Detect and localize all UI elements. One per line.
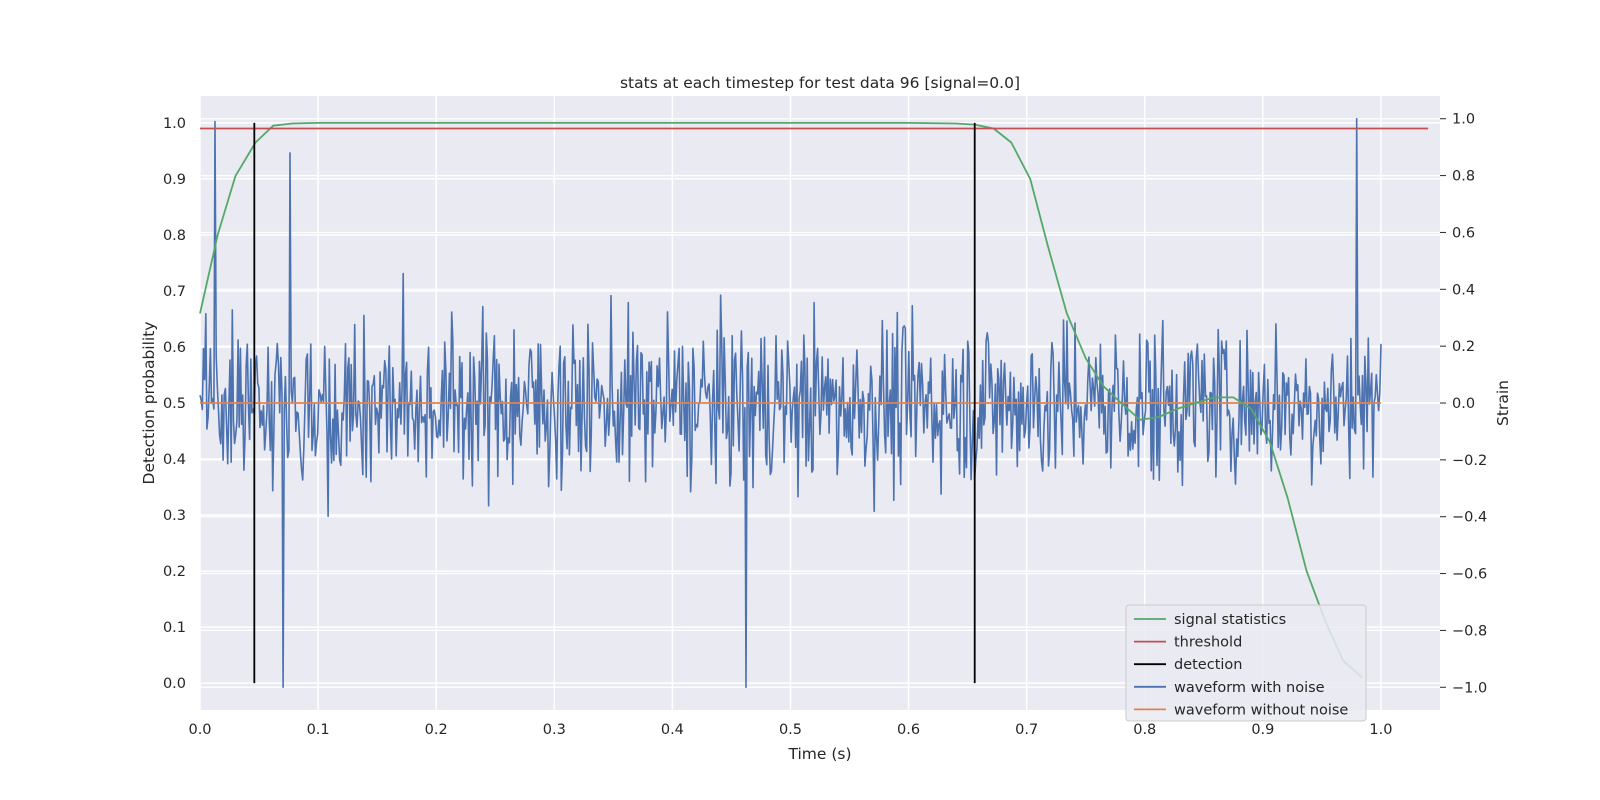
y-right-tick-label: 0.4 [1452,282,1475,298]
waveform-with-noise-line [199,117,1382,689]
y-tick-label: 0.2 [163,564,186,580]
y-axis-label-right: Strain [1494,380,1512,426]
y-tick-label: 0.4 [163,452,186,468]
y-right-tick-label: −0.2 [1452,453,1487,469]
y-right-tick-label: −0.8 [1452,623,1487,639]
x-axis-label: Time (s) [787,745,851,763]
x-tick-label: 0.7 [1015,722,1038,738]
y-tick-label: 0.0 [163,676,186,692]
x-tick-label: 0.2 [425,722,448,738]
y-tick-label: 0.8 [163,228,186,244]
y-right-tick-label: 0.8 [1452,169,1475,185]
legend-label: waveform without noise [1174,702,1348,718]
x-tick-label: 0.8 [1133,722,1156,738]
x-tick-label: 0.5 [779,722,802,738]
y-right-tick-label: 0.2 [1452,339,1475,355]
tick-labels: 0.0 0.1 0.2 0.3 0.4 0.5 0.6 0.7 0.8 0.9 1.0 0.0 0.1 0… [163,112,1487,738]
y-tick-label: 0.7 [163,284,186,300]
y-tick-label: 1.0 [163,116,186,132]
legend-label: threshold [1174,635,1242,651]
x-tick-label: 0.6 [897,722,920,738]
legend-label: signal statistics [1174,612,1286,628]
y-axis-label: Detection probability [140,322,158,485]
y-right-tick-label: −0.4 [1452,510,1487,526]
x-tick-label: 0.1 [307,722,330,738]
x-tick-label: 0.9 [1251,722,1274,738]
series-layer [199,117,1429,689]
x-tick-label: 0.0 [188,722,211,738]
y-tick-label: 0.6 [163,340,186,356]
signal-statistics-line [199,122,1363,679]
y-tick-label: 0.9 [163,172,186,188]
y-tick-label: 0.5 [163,396,186,412]
y-right-tick-label: 0.0 [1452,396,1475,412]
x-tick-label: 0.4 [661,722,684,738]
legend: signal statistics threshold detection wavef… [1125,604,1367,722]
legend-label: detection [1174,657,1242,673]
chart-title: stats at each timestep for test data 96 … [620,74,1020,92]
legend-box [1125,604,1367,722]
y-right-tick-label: −0.6 [1452,567,1487,583]
y-tick-label: 0.1 [163,620,186,636]
x-tick-label: 1.0 [1369,722,1392,738]
y-right-tick-label: 0.6 [1452,225,1475,241]
y-tick-label: 0.3 [163,508,186,524]
x-tick-label: 0.3 [543,722,566,738]
legend-label: waveform with noise [1174,680,1325,696]
y-right-tick-label: 1.0 [1452,112,1475,128]
y-right-tick-label: −1.0 [1452,680,1487,696]
